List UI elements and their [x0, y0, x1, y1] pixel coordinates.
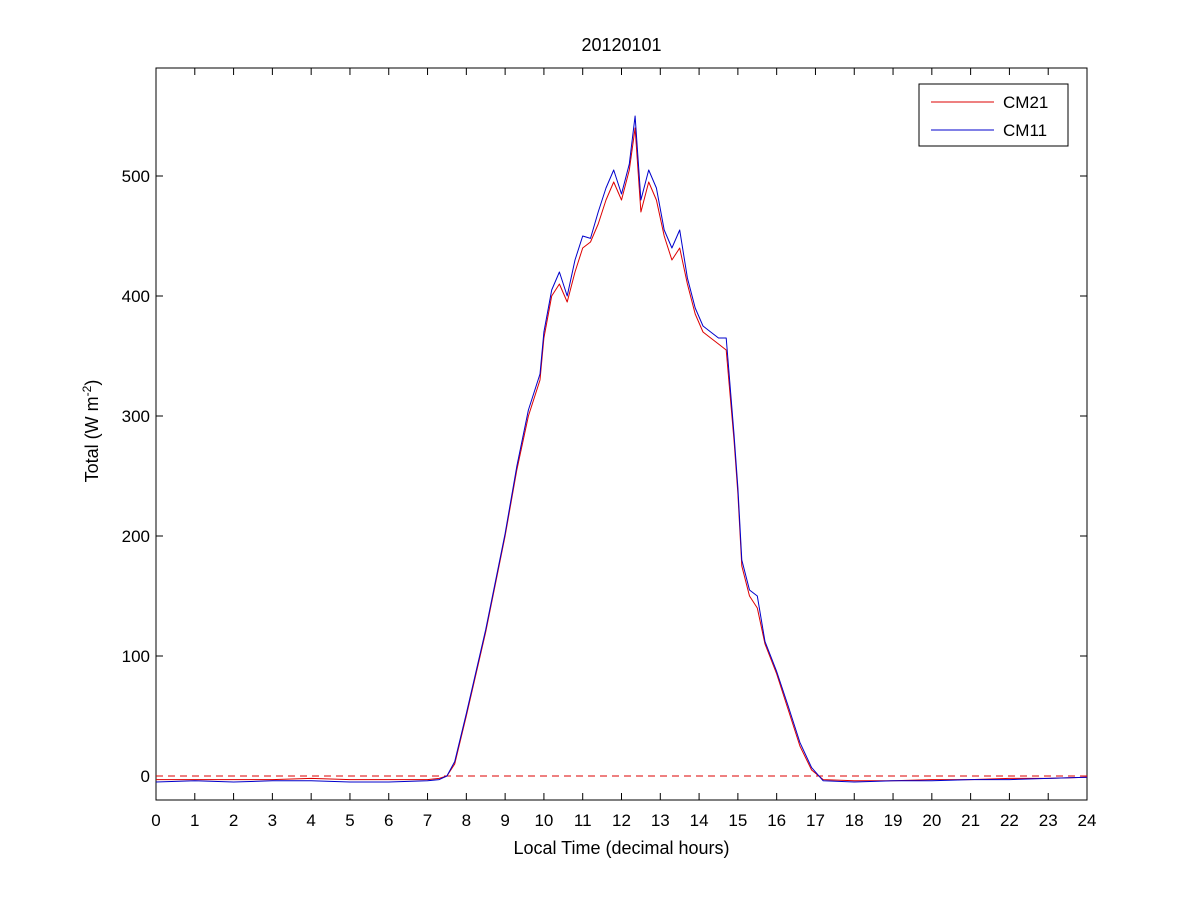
y-tick-label: 500 — [122, 167, 150, 186]
y-tick-label: 0 — [141, 767, 150, 786]
x-tick-label: 3 — [268, 811, 277, 830]
plot-area — [155, 67, 1088, 801]
x-tick-label: 6 — [384, 811, 393, 830]
x-tick-label: 16 — [767, 811, 786, 830]
x-tick-label: 1 — [190, 811, 199, 830]
x-axis-label: Local Time (decimal hours) — [513, 838, 729, 858]
series-line-cm21 — [156, 127, 1088, 782]
legend-box — [918, 83, 1069, 147]
chart-title: 20120101 — [581, 35, 661, 55]
x-tick-label: 23 — [1039, 811, 1058, 830]
x-tick-label: 19 — [884, 811, 903, 830]
series-lines — [155, 115, 1088, 783]
y-axis-label-suffix: ) — [82, 380, 102, 386]
x-tick-label: 12 — [612, 811, 631, 830]
y-tick-label: 200 — [122, 527, 150, 546]
x-tick-label: 13 — [651, 811, 670, 830]
x-tick-label: 14 — [690, 811, 709, 830]
y-axis-label: Total (W m-2) — [80, 380, 102, 483]
y-tick-label: 400 — [122, 287, 150, 306]
x-tick-label: 22 — [1000, 811, 1019, 830]
x-tick-label: 2 — [229, 811, 238, 830]
series-line-cm11 — [155, 115, 1088, 783]
x-tick-label: 4 — [306, 811, 315, 830]
y-axis-ticks: 0 100 200 300 400 500 — [122, 167, 1087, 786]
y-axis-label-superscript: -2 — [80, 385, 94, 396]
legend-label-cm11: CM11 — [1003, 121, 1047, 140]
legend-label-cm21: CM21 — [1003, 93, 1048, 112]
y-axis-label-prefix: Total (W m — [82, 396, 102, 482]
y-tick-label: 300 — [122, 407, 150, 426]
x-tick-label: 7 — [423, 811, 432, 830]
x-tick-label: 15 — [728, 811, 747, 830]
x-tick-label: 10 — [534, 811, 553, 830]
x-tick-label: 11 — [574, 811, 592, 830]
x-tick-label: 17 — [806, 811, 825, 830]
x-tick-label: 18 — [845, 811, 864, 830]
x-tick-label: 20 — [922, 811, 941, 830]
x-axis-ticks: 0 1 2 3 4 5 6 7 8 9 10 11 12 13 14 15 16 17 18 19 20 21 22 23 24 — [151, 68, 1096, 830]
x-tick-label: 0 — [151, 811, 160, 830]
x-tick-label: 8 — [462, 811, 471, 830]
y-tick-label: 100 — [122, 647, 150, 666]
legend: CM21 CM11 — [918, 83, 1069, 147]
x-tick-label: 9 — [500, 811, 509, 830]
x-tick-label: 24 — [1078, 811, 1097, 830]
x-tick-label: 5 — [345, 811, 354, 830]
x-tick-label: 21 — [961, 811, 980, 830]
